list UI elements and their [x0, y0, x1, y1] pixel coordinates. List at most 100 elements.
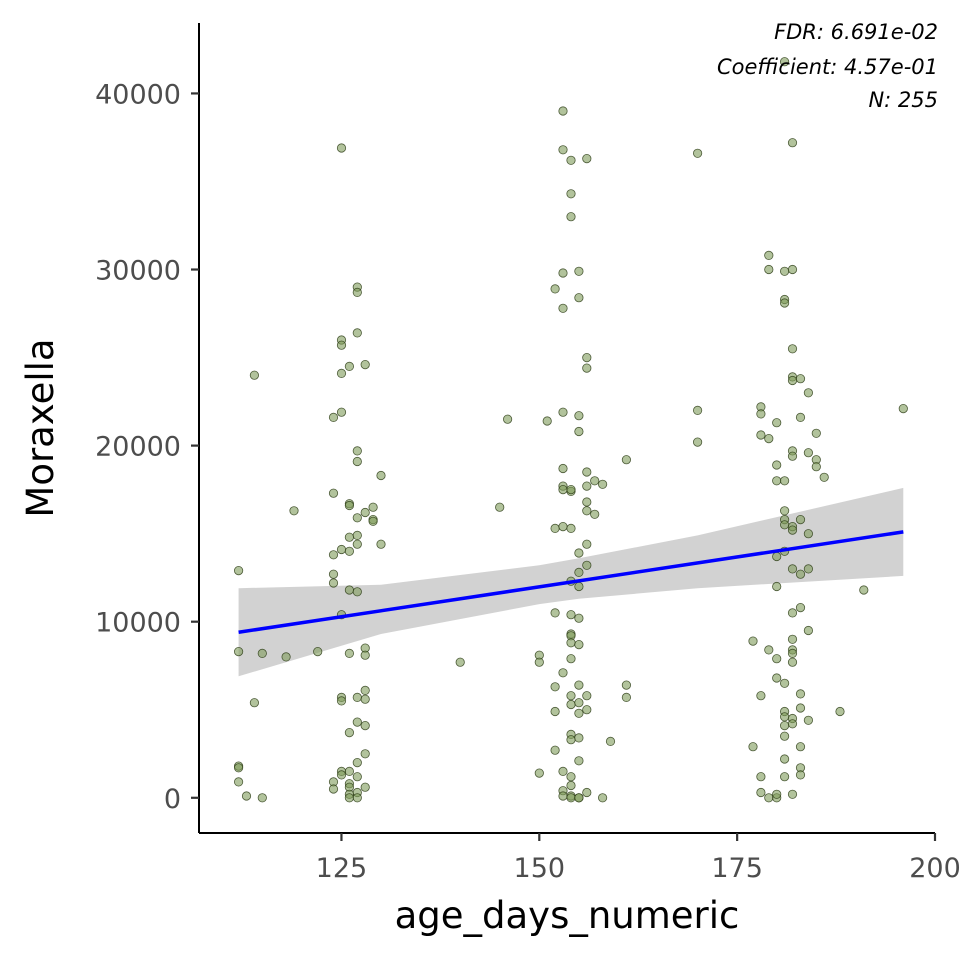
data-point [795, 703, 806, 713]
data-point [352, 793, 362, 803]
data-point [582, 154, 592, 164]
data-point [787, 608, 798, 618]
data-point [566, 212, 576, 222]
data-point [779, 506, 790, 516]
data-point [249, 698, 259, 708]
data-point [352, 757, 362, 768]
data-point [605, 736, 616, 747]
data-point [328, 412, 339, 422]
data-point [787, 138, 798, 148]
data-point [787, 451, 798, 461]
data-point [582, 481, 592, 491]
data-point [574, 581, 584, 592]
data-point [795, 569, 806, 579]
data-point [764, 250, 774, 260]
data-point [772, 476, 782, 486]
data-point [558, 463, 568, 474]
data-point [582, 363, 592, 373]
data-point [764, 264, 774, 275]
data-point [574, 708, 584, 718]
data-point [779, 476, 790, 486]
data-point [360, 650, 370, 660]
data-point [574, 680, 584, 690]
data-point [787, 564, 798, 574]
data-point [352, 717, 362, 727]
data-point [574, 613, 584, 623]
annotation-coefficient: Coefficient: 4.57e-01 [717, 55, 938, 79]
data-point [352, 539, 362, 549]
data-point [582, 787, 592, 798]
data-point [795, 602, 806, 613]
data-point [566, 772, 576, 782]
data-point [542, 416, 552, 426]
data-point [582, 497, 592, 507]
data-point [352, 513, 362, 523]
data-point [692, 148, 703, 158]
data-point [558, 106, 568, 116]
data-point [582, 506, 592, 516]
data-point [534, 768, 544, 778]
data-point [550, 682, 560, 692]
data-point [803, 625, 814, 636]
data-point [344, 793, 354, 803]
data-point [234, 763, 244, 773]
data-point [582, 539, 592, 549]
data-point [819, 472, 829, 482]
data-point [590, 509, 600, 519]
data-point [566, 638, 576, 648]
data-point [597, 479, 608, 489]
data-point [336, 696, 347, 706]
data-point [779, 57, 790, 67]
data-point [495, 502, 505, 512]
data-point [795, 770, 806, 780]
data-point [352, 287, 362, 297]
data-point [779, 678, 790, 688]
data-point [772, 581, 782, 592]
data-point [692, 405, 703, 415]
data-point [590, 476, 600, 486]
data-point [764, 433, 774, 444]
data-point [336, 143, 347, 153]
data-point [352, 446, 362, 456]
data-point [558, 791, 568, 801]
data-point [621, 680, 632, 690]
annotation-n: N: 255 [868, 88, 938, 112]
data-point [360, 359, 370, 370]
data-point [249, 370, 259, 380]
data-point [787, 657, 798, 667]
data-point [344, 546, 354, 556]
data-point [534, 657, 544, 667]
data-point [336, 544, 347, 555]
stats-annotations: FDR: 6.691e-02 Coefficient: 4.57e-01 N: … [717, 20, 938, 112]
data-point [566, 189, 576, 199]
data-point [368, 516, 378, 526]
x-axis-title: age_days_numeric [395, 894, 740, 937]
data-point [328, 550, 339, 560]
data-point [764, 645, 774, 655]
data-point [772, 460, 782, 470]
data-point [558, 521, 568, 532]
data-point [360, 720, 370, 731]
data-point [787, 375, 798, 386]
data-point [835, 706, 845, 717]
x-tick-label: 150 [514, 853, 566, 884]
data-point [336, 407, 347, 417]
data-point [772, 673, 782, 683]
y-tick-label: 0 [164, 784, 181, 815]
data-point [234, 777, 244, 787]
data-point [352, 772, 362, 782]
data-point [764, 793, 774, 803]
data-point [344, 500, 354, 511]
data-point [574, 567, 584, 578]
data-point [352, 328, 362, 338]
data-point [787, 525, 798, 535]
data-point [344, 727, 354, 738]
data-point [376, 470, 386, 481]
data-point [336, 340, 347, 350]
data-point [566, 155, 576, 165]
data-point [787, 719, 798, 729]
data-point [787, 344, 798, 354]
data-point [344, 532, 354, 542]
data-point [566, 610, 576, 620]
